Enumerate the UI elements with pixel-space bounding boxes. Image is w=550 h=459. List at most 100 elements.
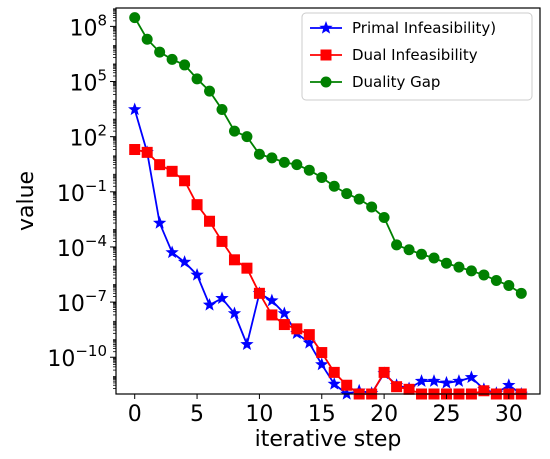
data-point [154, 46, 166, 58]
data-point [353, 193, 365, 205]
data-point [228, 125, 240, 137]
data-point [216, 235, 228, 247]
data-point [179, 175, 191, 187]
x-tick-label: 15 [308, 402, 336, 427]
data-point [378, 366, 390, 378]
data-point [428, 252, 440, 264]
data-point [179, 59, 191, 71]
y-axis: 108 105 102 10−1 10−4 10−7 10−10 [47, 8, 116, 389]
data-point [191, 199, 203, 211]
data-point [341, 188, 353, 200]
data-point [141, 33, 153, 45]
data-point [327, 377, 341, 390]
data-point [129, 12, 141, 24]
x-tick-label: 20 [370, 402, 398, 427]
data-point [316, 172, 328, 184]
y-tick-label: 10−1 [57, 177, 107, 207]
data-point [129, 144, 141, 156]
x-axis: 0 5 10 15 20 25 30 [128, 394, 523, 427]
y-tick-label: 105 [69, 67, 107, 97]
x-tick-label: 10 [245, 402, 273, 427]
data-point [240, 337, 254, 351]
legend-marker [320, 49, 332, 61]
series-line [134, 148, 522, 395]
data-point [440, 257, 452, 269]
y-tick-label: 10−4 [57, 232, 107, 262]
data-point [265, 293, 279, 307]
data-point [414, 374, 429, 387]
data-point [503, 279, 515, 291]
data-point [204, 85, 216, 97]
data-point [165, 245, 179, 259]
data-point [216, 104, 228, 116]
data-point [253, 148, 265, 160]
data-point [241, 262, 253, 274]
data-point [341, 379, 353, 391]
data-point [391, 381, 403, 393]
data-point [340, 387, 354, 400]
data-point [464, 370, 479, 384]
y-axis-title: value [14, 171, 39, 231]
data-point [452, 374, 466, 387]
series-2 [129, 12, 527, 299]
data-point [316, 347, 328, 359]
series-line [133, 109, 522, 395]
data-point [315, 357, 329, 371]
data-point [166, 53, 178, 65]
data-point [303, 164, 315, 176]
legend-item: Dual Infeasibility [310, 46, 478, 64]
data-point [204, 215, 216, 227]
data-point [241, 131, 253, 143]
legend-item: Duality Gap [310, 73, 440, 91]
legend-box [301, 12, 533, 101]
data-point [328, 180, 340, 192]
legend-label: Primal Infeasibility) [352, 19, 496, 37]
data-point [465, 265, 477, 277]
legend-label: Duality Gap [352, 73, 440, 91]
data-point [152, 216, 167, 229]
series-0 [128, 102, 528, 400]
y-tick-label: 102 [69, 122, 107, 152]
data-point [416, 248, 428, 260]
data-point [202, 297, 217, 311]
data-point [478, 385, 490, 397]
x-tick-label: 30 [495, 402, 523, 427]
data-point [515, 287, 527, 299]
data-point [266, 309, 278, 321]
data-point [403, 244, 415, 256]
data-point [190, 267, 204, 281]
data-point [191, 73, 203, 85]
data-point [439, 375, 454, 389]
legend-marker [320, 76, 332, 88]
y-tick-label: 10−10 [47, 342, 107, 372]
data-point [291, 159, 303, 171]
data-point [215, 291, 229, 305]
data-point [278, 319, 290, 331]
data-point [277, 306, 292, 320]
data-point [403, 383, 415, 395]
data-point [291, 323, 303, 335]
data-point [177, 255, 192, 268]
legend-marker [319, 21, 333, 34]
data-point [302, 335, 316, 349]
y-tick-label: 108 [69, 11, 107, 41]
legend-label: Dual Infeasibility [352, 46, 478, 64]
data-point [128, 102, 142, 116]
data-point [378, 212, 390, 224]
data-point [278, 156, 290, 168]
data-point [328, 366, 340, 378]
x-axis-title: iterative step [255, 427, 402, 452]
data-point [166, 165, 178, 177]
data-point [391, 239, 403, 251]
y-tick-label: 10−7 [57, 287, 107, 317]
legend: Primal Infeasibility) Dual Infeasibility D… [301, 12, 533, 101]
x-tick-label: 25 [432, 402, 460, 427]
data-point [453, 261, 465, 273]
plot-frame [115, 7, 541, 395]
x-tick-label: 0 [128, 402, 142, 427]
data-point [502, 378, 516, 391]
data-point [266, 152, 278, 164]
data-point [478, 269, 490, 281]
x-tick-label: 5 [190, 402, 204, 427]
